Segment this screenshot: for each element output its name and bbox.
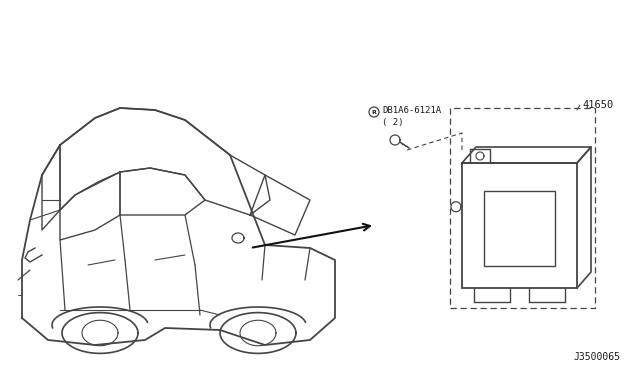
Bar: [462, 163, 577, 288]
Text: DB1A6-6121A: DB1A6-6121A: [382, 106, 441, 115]
Bar: [484, 191, 555, 266]
Text: J3500065: J3500065: [573, 352, 620, 362]
Text: ( 2): ( 2): [382, 118, 403, 126]
Text: R: R: [372, 109, 376, 115]
Text: 41650: 41650: [582, 100, 613, 110]
